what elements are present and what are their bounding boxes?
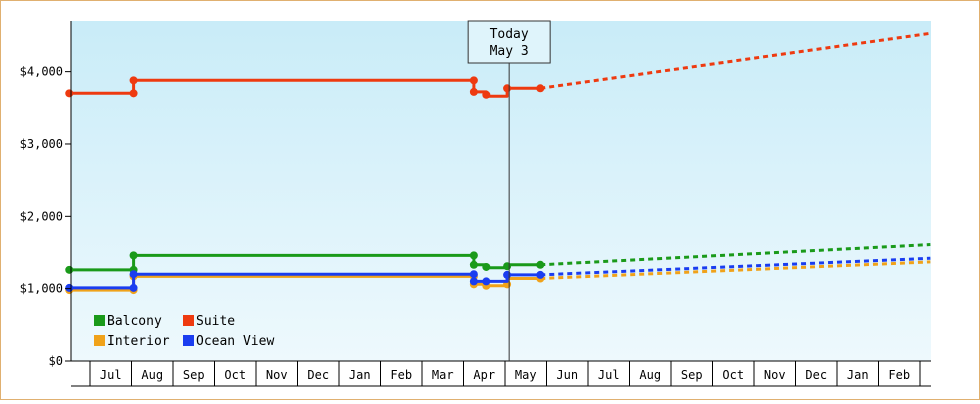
- series-0-point-5: [482, 262, 491, 271]
- today-date-label: May 3: [490, 44, 529, 59]
- y-tick-label-0: $0: [49, 354, 63, 368]
- today-box: [467, 20, 551, 64]
- legend-label-suite: Suite: [196, 314, 235, 329]
- series-3-point-1: [129, 283, 138, 292]
- y-tick-label-1: $1,000: [20, 282, 63, 296]
- series-3-point-6: [503, 270, 512, 279]
- x-tick-label-9: Apr: [473, 368, 495, 382]
- x-tick-label-13: Aug: [639, 368, 661, 382]
- x-tick-label-12: Jul: [598, 368, 620, 382]
- series-0-point-0: [65, 265, 74, 274]
- today-label: Today: [490, 27, 529, 42]
- x-tick-label-3: Oct: [224, 368, 246, 382]
- x-tick-label-16: Nov: [764, 368, 786, 382]
- legend-label-balcony: Balcony: [107, 314, 162, 329]
- series-2-forecast-line: [540, 260, 931, 281]
- legend-swatch-ocean-view: [183, 335, 194, 346]
- x-tick-label-11: Jun: [556, 368, 578, 382]
- series-3-point-3: [469, 270, 478, 279]
- series-1-point-3: [469, 76, 478, 85]
- series-0-point-6: [503, 262, 512, 271]
- x-tick-label-7: Feb: [390, 368, 412, 382]
- series-1-point-6: [503, 84, 512, 93]
- series-3-point-4: [469, 277, 478, 286]
- x-tick-label-5: Dec: [307, 368, 329, 382]
- series-1-point-5: [482, 90, 491, 99]
- series-1-point-4: [469, 87, 478, 96]
- legend-swatch-interior: [94, 335, 105, 346]
- x-tick-label-17: Dec: [805, 368, 827, 382]
- series-3-point-0: [65, 283, 74, 292]
- legend-label-ocean-view: Ocean View: [196, 334, 274, 349]
- series-3-point-5: [482, 277, 491, 286]
- legend-swatch-balcony: [94, 315, 105, 326]
- series-3-forecast-line: [540, 256, 931, 277]
- series-0-point-2: [129, 251, 138, 260]
- y-tick-label-2: $2,000: [20, 209, 63, 223]
- series-1-point-0: [65, 89, 74, 98]
- x-tick-label-0: Jul: [100, 368, 122, 382]
- plot-area: [71, 21, 931, 361]
- x-tick-label-15: Oct: [722, 368, 744, 382]
- x-tick-label-14: Sep: [681, 368, 703, 382]
- x-tick-label-8: Mar: [432, 368, 454, 382]
- series-0-point-7: [536, 260, 545, 269]
- series-3-point-2: [129, 270, 138, 279]
- series-1-point-1: [129, 89, 138, 98]
- x-tick-label-19: Feb: [888, 368, 910, 382]
- series-0-point-4: [469, 260, 478, 269]
- x-tick-label-6: Jan: [349, 368, 371, 382]
- x-tick-label-1: Aug: [141, 368, 163, 382]
- series-3-point-7: [536, 270, 545, 279]
- x-tick-label-18: Jan: [847, 368, 869, 382]
- series-1-point-7: [536, 84, 545, 93]
- series-1-point-2: [129, 76, 138, 85]
- x-tick-label-10: May: [515, 368, 537, 382]
- x-tick-label-4: Nov: [266, 368, 288, 382]
- y-tick-label-3: $3,000: [20, 137, 63, 151]
- y-tick-label-4: $4,000: [20, 65, 63, 79]
- series-1-forecast-line: [540, 31, 931, 90]
- series-0-point-3: [469, 251, 478, 260]
- series-0-forecast-line: [540, 243, 931, 267]
- legend-swatch-suite: [183, 315, 194, 326]
- x-tick-label-2: Sep: [183, 368, 205, 382]
- legend-label-interior: Interior: [107, 334, 170, 349]
